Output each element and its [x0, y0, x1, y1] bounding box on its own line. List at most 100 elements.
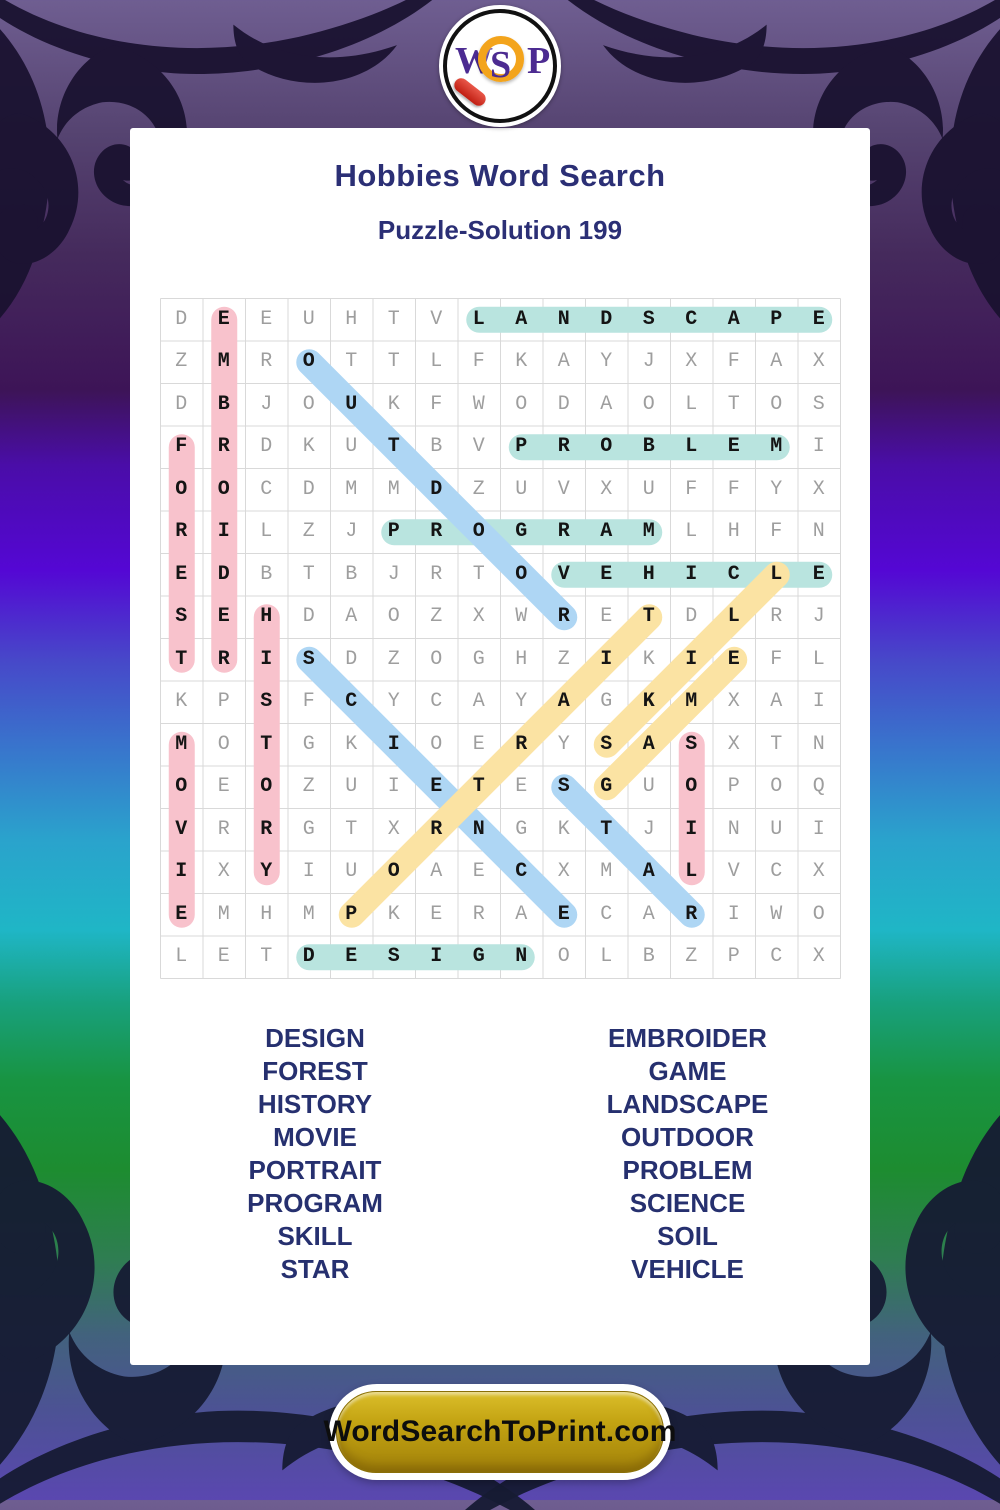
grid-cell: R — [260, 350, 273, 374]
grid-cell: R — [770, 605, 783, 629]
grid-cell: T — [472, 775, 485, 799]
grid-cell: M — [302, 902, 315, 926]
grid-cell: U — [345, 775, 358, 799]
grid-cell: E — [600, 562, 613, 586]
grid-cell: R — [217, 435, 230, 459]
grid-cell: F — [685, 477, 698, 501]
grid-cell: D — [685, 605, 698, 629]
grid-cell: O — [557, 945, 570, 969]
grid-cell: O — [387, 860, 400, 884]
grid-cell: D — [600, 307, 613, 331]
website-button-label[interactable]: WordSearchToPrint.com — [323, 1391, 676, 1473]
grid-cell: M — [770, 435, 783, 459]
grid-cell: S — [600, 732, 613, 756]
grid-cell: D — [217, 562, 230, 586]
grid-cell: A — [515, 902, 528, 926]
logo-letter-s: S — [490, 44, 512, 86]
grid-cell: K — [387, 902, 400, 926]
grid-cell: U — [302, 307, 315, 331]
grid-cell: U — [345, 392, 358, 416]
grid-cell: O — [685, 775, 698, 799]
grid-cell: C — [600, 902, 613, 926]
grid-cell: V — [557, 477, 570, 501]
grid-cell: D — [345, 647, 358, 671]
grid-cell: J — [812, 605, 825, 629]
grid-cell: G — [515, 817, 528, 841]
grid-cell: O — [217, 732, 230, 756]
word-list-item: FOREST — [262, 1056, 368, 1086]
grid-cell: O — [302, 350, 315, 374]
grid-cell: A — [345, 605, 358, 629]
grid-cell: J — [345, 520, 358, 544]
grid-cell: G — [515, 520, 528, 544]
grid-cell: R — [430, 520, 443, 544]
grid-cell: X — [812, 350, 825, 374]
grid-cell: Z — [387, 647, 400, 671]
grid-cell: I — [812, 817, 825, 841]
grid-cell: Y — [600, 350, 613, 374]
wsp-logo: W S P — [439, 5, 561, 127]
grid-cell: F — [770, 647, 783, 671]
grid-cell: M — [217, 350, 230, 374]
grid-cell: X — [387, 817, 400, 841]
grid-cell: T — [387, 350, 400, 374]
grid-cell: M — [685, 690, 698, 714]
grid-cell: N — [812, 732, 825, 756]
page-subtitle: Puzzle-Solution 199 — [377, 215, 623, 245]
grid-cell: E — [260, 307, 273, 331]
grid-cell: O — [302, 392, 315, 416]
grid-cell: T — [387, 435, 400, 459]
grid-cell: E — [430, 902, 443, 926]
grid-cell: K — [557, 817, 570, 841]
grid-cell: R — [430, 817, 443, 841]
grid-cell: J — [260, 392, 273, 416]
word-list-item: SCIENCE — [629, 1188, 746, 1218]
grid-cell: X — [685, 350, 698, 374]
grid-cell: G — [302, 817, 315, 841]
grid-cell: U — [345, 860, 358, 884]
grid-cell: E — [812, 562, 825, 586]
grid-cell: R — [557, 435, 570, 459]
grid-cell: N — [515, 945, 528, 969]
grid-cell: O — [175, 477, 188, 501]
grid-cell: Z — [430, 605, 443, 629]
grid-cell: E — [472, 860, 485, 884]
grid-cell: T — [600, 817, 613, 841]
grid-cell: I — [430, 945, 443, 969]
grid-cell: K — [515, 350, 528, 374]
grid-cell: R — [557, 520, 570, 544]
grid-cell: B — [345, 562, 358, 586]
grid-cell: P — [217, 690, 230, 714]
grid-cell: A — [472, 690, 485, 714]
grid-cell: Y — [515, 690, 528, 714]
grid-cell: C — [770, 945, 783, 969]
grid-cell: K — [175, 690, 188, 714]
grid-cell: Z — [302, 520, 315, 544]
grid-cell: T — [387, 307, 400, 331]
grid-cell: I — [812, 435, 825, 459]
grid-cell: G — [600, 775, 613, 799]
grid-cell: F — [175, 435, 188, 459]
grid-cell: I — [387, 732, 400, 756]
website-button[interactable]: WordSearchToPrint.com — [323, 1384, 676, 1480]
grid-cell: O — [175, 775, 188, 799]
word-list-item: PROBLEM — [622, 1155, 753, 1185]
grid-cell: F — [302, 690, 315, 714]
grid-cell: L — [430, 350, 443, 374]
grid-cell: A — [642, 860, 655, 884]
grid-cell: O — [260, 775, 273, 799]
grid-cell: T — [472, 562, 485, 586]
grid-cell: O — [770, 392, 783, 416]
grid-cell: X — [557, 860, 570, 884]
grid-cell: B — [642, 945, 655, 969]
grid-cell: E — [175, 902, 188, 926]
grid-cell: G — [302, 732, 315, 756]
grid-cell: E — [727, 435, 740, 459]
grid-cell: I — [175, 860, 188, 884]
grid-cell: V — [430, 307, 443, 331]
grid-cell: T — [770, 732, 783, 756]
grid-cell: R — [430, 562, 443, 586]
grid-cell: C — [515, 860, 528, 884]
grid-cell: S — [642, 307, 655, 331]
grid-cell: D — [430, 477, 443, 501]
